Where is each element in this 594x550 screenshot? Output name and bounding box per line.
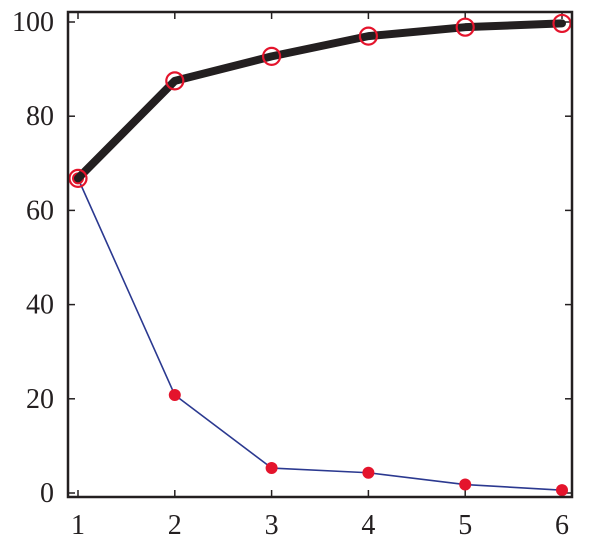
series-1 [68, 13, 572, 188]
data-point [362, 466, 375, 479]
data-point [165, 71, 185, 91]
x-tick-label: 1 [71, 510, 85, 541]
y-tick-label: 20 [26, 384, 54, 415]
plot-frame [66, 10, 574, 499]
y-tick-label: 80 [26, 101, 54, 132]
data-point [556, 484, 568, 497]
data-point [552, 13, 572, 34]
data-point [358, 26, 378, 46]
series-layer [68, 13, 572, 497]
x-tick-label: 5 [458, 510, 472, 541]
x-tick-label: 3 [265, 510, 279, 541]
series-line [77, 177, 563, 491]
data-point [265, 462, 278, 475]
y-tick-label: 60 [26, 195, 54, 226]
y-tick-label: 40 [26, 290, 54, 321]
x-tick-label: 2 [168, 510, 182, 541]
x-tick-label: 4 [361, 510, 375, 541]
series-2 [72, 172, 568, 497]
x-tick-label: 6 [555, 510, 569, 541]
y-tick-label: 0 [40, 478, 54, 509]
data-point [68, 168, 88, 188]
data-point [455, 17, 475, 37]
ticks-layer [68, 12, 572, 497]
data-point [459, 478, 472, 491]
data-point [262, 46, 282, 66]
data-point [168, 389, 181, 402]
series-line [74, 19, 566, 183]
y-tick-label: 100 [12, 7, 54, 38]
